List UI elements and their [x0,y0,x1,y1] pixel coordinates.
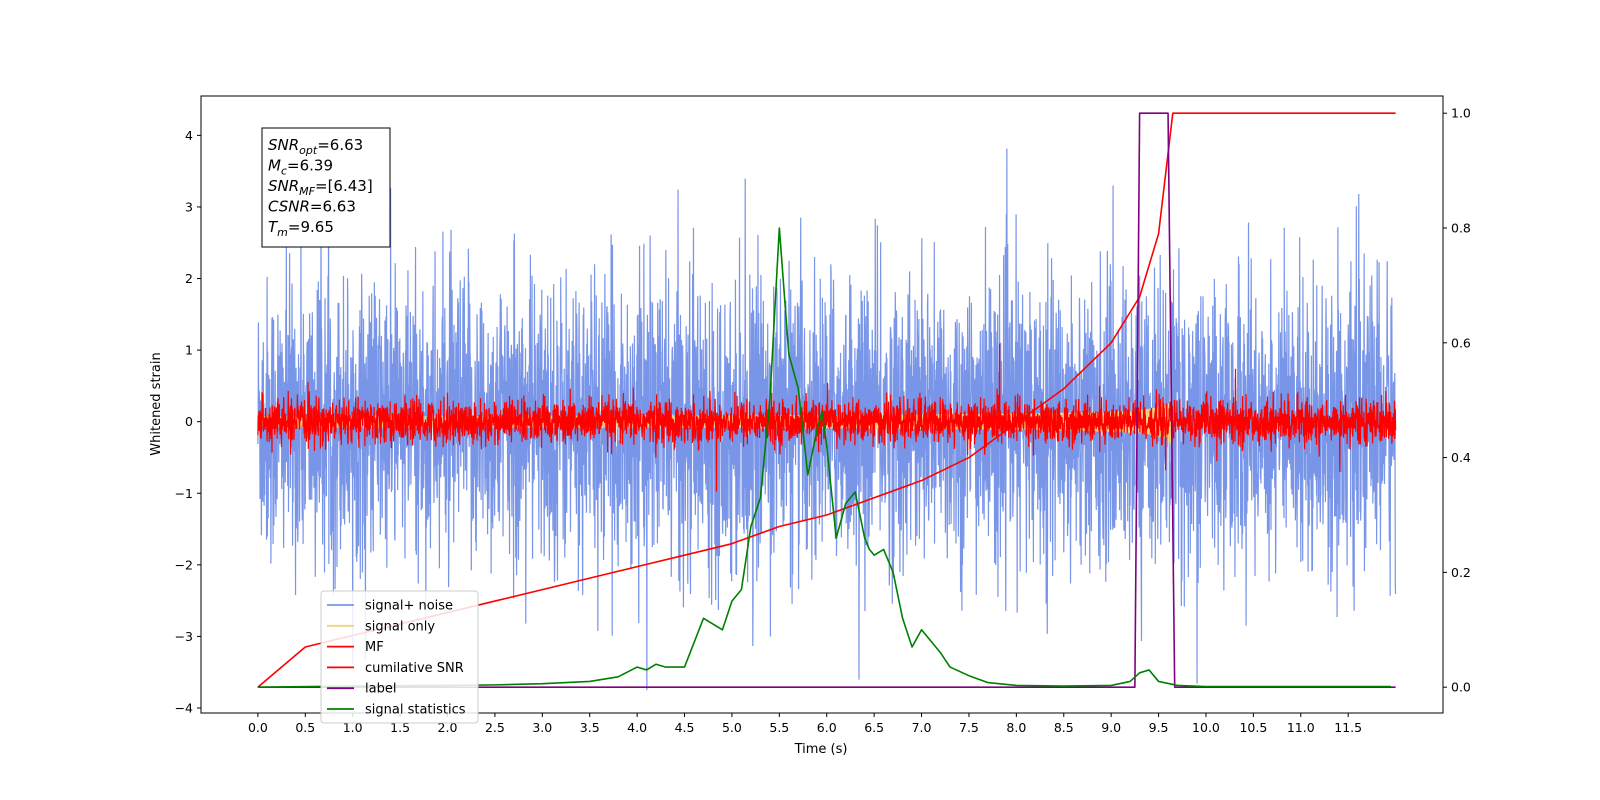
x-tick-label: 3.0 [532,720,552,735]
y-tick-label-right: 0.6 [1451,335,1471,350]
x-tick-label: 4.0 [627,720,647,735]
y-tick-label-right: 0.8 [1451,221,1471,236]
x-tick-label: 1.5 [390,720,410,735]
x-tick-label: 6.5 [864,720,884,735]
y-axis-label-left: Whitened strain [149,352,164,455]
x-tick-label: 2.0 [438,720,458,735]
x-tick-label: 6.0 [817,720,837,735]
x-tick-label: 11.5 [1334,720,1362,735]
x-tick-label: 3.5 [580,720,600,735]
legend-label: cumilative SNR [365,661,464,676]
y-tick-label-left: −3 [175,629,193,644]
x-tick-label: 5.5 [769,720,789,735]
x-tick-label: 4.5 [675,720,695,735]
y-tick-label-left: 1 [185,343,193,358]
annotation-line: SNRopt=6.63 [268,136,363,157]
x-tick-label: 8.0 [1006,720,1026,735]
y-tick-label-left: 3 [185,199,193,214]
y-tick-label-left: −1 [175,486,193,501]
legend-label: label [365,682,396,697]
y-axis-right: 0.0 0.2 0.4 0.6 0.8 1.0 [1443,106,1471,695]
x-tick-label: 7.0 [912,720,932,735]
legend-label: MF [365,640,384,655]
x-tick-label: 9.0 [1101,720,1121,735]
annotation-line: Mc=6.39 [268,157,333,178]
x-tick-label: 5.0 [722,720,742,735]
y-axis-left: −4 −3 −2 −1 0 1 2 3 4 [175,128,201,715]
y-tick-label-left: −2 [175,557,193,572]
y-tick-label-left: 0 [185,414,193,429]
legend: signal+ noise signal only MF cumilative SNR… [320,590,479,724]
legend-label: signal only [365,619,435,634]
legend-items: signal+ noise signal only MF cumilative SNR… [327,599,466,718]
x-tick-label: 1.0 [343,720,363,735]
y-tick-label-right: 1.0 [1451,106,1471,121]
x-tick-label: 7.5 [959,720,979,735]
x-tick-label: 0.0 [248,720,268,735]
annotation-frame [261,127,391,248]
y-tick-label-left: −4 [175,700,193,715]
y-tick-label-left: 4 [185,128,193,143]
series-signal-statistics [257,227,1391,688]
annotation-line: Tm=9.65 [268,218,334,239]
legend-label: signal+ noise [365,599,453,614]
legend-label: signal statistics [365,703,466,718]
x-tick-label: 10.0 [1192,720,1220,735]
x-tick-label: 10.5 [1239,720,1267,735]
annotation-line: SNRMF=[6.43] [268,177,373,198]
x-tick-label: 9.5 [1149,720,1169,735]
x-tick-label: 8.5 [1054,720,1074,735]
x-axis: 0.0 0.5 1.0 1.5 2.0 2.5 3.0 3.5 4.0 4.5 5.0 5.5 6.0 6… [248,713,1362,735]
x-tick-label: 11.0 [1287,720,1315,735]
y-tick-label-right: 0.4 [1451,450,1471,465]
y-tick-label-left: 2 [185,271,193,286]
legend-frame [320,590,479,724]
x-axis-label: Time (s) [794,742,848,757]
x-tick-label: 2.5 [485,720,505,735]
y-tick-label-right: 0.0 [1451,680,1471,695]
y-tick-label-right: 0.2 [1451,565,1471,580]
x-tick-label: 0.5 [295,720,315,735]
series-mf [257,343,1397,492]
plot-frame [200,95,1444,714]
annotation-line: CSNR=6.63 [268,198,356,216]
